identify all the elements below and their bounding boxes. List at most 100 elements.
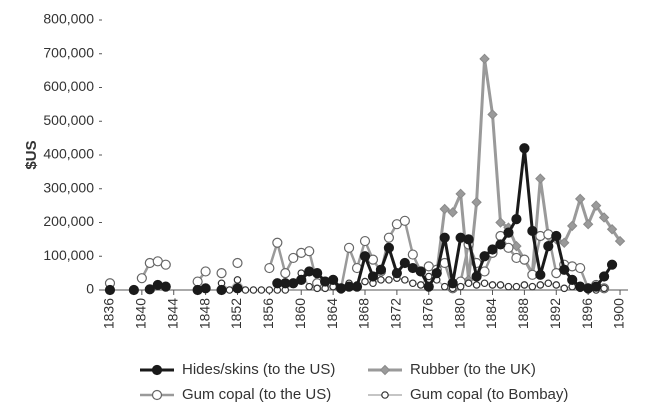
x-tick-label: 1864 (324, 298, 340, 329)
x-tick-label: 1860 (292, 298, 308, 329)
data-point (440, 282, 449, 291)
data-point (375, 264, 387, 275)
data-point (574, 193, 586, 205)
data-point (519, 254, 530, 265)
data-point (216, 284, 227, 296)
x-tick-label: 1884 (483, 298, 499, 329)
data-point (600, 284, 608, 293)
x-tick-label: 1876 (419, 298, 435, 329)
x-tick-label: 1868 (356, 298, 372, 329)
data-point (305, 282, 314, 291)
legend-marker (151, 389, 163, 401)
data-point (487, 109, 498, 120)
data-point (225, 286, 234, 294)
data-point (351, 281, 363, 292)
legend-label: Rubber (to the UK) (410, 361, 536, 378)
data-point (343, 242, 355, 253)
data-point (288, 252, 299, 264)
data-point (567, 274, 578, 285)
y-axis-label: $US (23, 140, 40, 169)
data-point (598, 212, 610, 223)
y-tick-label: 200,000 (43, 213, 94, 229)
data-point (200, 266, 211, 277)
x-tick-label: 1852 (228, 298, 244, 329)
data-point (528, 282, 537, 291)
y-tick-label: 600,000 (43, 78, 94, 94)
data-point (367, 271, 379, 282)
legend-label: Gum copal (to the US) (182, 386, 331, 403)
data-point (249, 286, 258, 294)
data-point (567, 220, 578, 232)
x-tick-label: 1840 (133, 298, 149, 329)
data-point (504, 282, 513, 291)
data-point (401, 276, 409, 284)
data-point (456, 282, 465, 291)
data-point (512, 282, 521, 291)
data-point (304, 246, 315, 257)
data-point (471, 197, 482, 208)
data-point (527, 225, 538, 237)
x-tick-label: 1880 (451, 298, 467, 329)
x-tick-label: 1856 (260, 298, 276, 329)
data-point (407, 249, 418, 260)
data-point (216, 268, 227, 279)
x-tick-label: 1844 (164, 298, 180, 329)
y-tick-label: 700,000 (43, 44, 94, 60)
x-tick-label: 1896 (579, 298, 595, 329)
x-tick-label: 1872 (388, 298, 404, 329)
data-point (535, 269, 546, 280)
data-point (439, 232, 450, 243)
y-tick-label: 300,000 (43, 179, 94, 195)
data-point (575, 262, 586, 274)
legend-marker (151, 364, 163, 376)
data-point (614, 235, 626, 247)
data-point (415, 266, 426, 277)
data-point (416, 281, 425, 289)
x-tick-label: 1900 (611, 298, 627, 329)
data-point (383, 242, 395, 253)
x-tick-label: 1836 (101, 298, 117, 329)
y-tick-label: 500,000 (43, 112, 94, 128)
x-tick-label: 1892 (547, 298, 563, 329)
legend-marker (379, 364, 391, 376)
data-point (511, 240, 522, 252)
data-point (590, 200, 602, 211)
data-point (495, 217, 506, 228)
data-point (495, 239, 506, 250)
x-tick-label: 1848 (196, 298, 212, 329)
data-point (544, 279, 553, 288)
data-point (488, 281, 497, 289)
data-point (241, 286, 250, 294)
data-point (385, 276, 393, 284)
data-point (264, 262, 275, 274)
data-point (439, 203, 450, 215)
data-point (160, 281, 171, 292)
legend-marker (381, 391, 389, 399)
data-point (559, 237, 570, 248)
data-point (551, 230, 562, 242)
data-point (144, 284, 155, 295)
data-point (519, 143, 530, 154)
y-tick-label: 0 (86, 281, 94, 297)
data-point (361, 277, 369, 286)
data-point (296, 274, 307, 285)
data-point (232, 283, 243, 294)
data-point (233, 276, 242, 284)
data-point (265, 286, 274, 294)
data-point (520, 281, 529, 289)
legend-label: Hides/skins (to the US) (182, 361, 335, 378)
data-point (399, 215, 410, 226)
data-point (480, 279, 489, 288)
data-point (192, 276, 203, 287)
data-point (359, 251, 371, 262)
data-point (280, 268, 291, 279)
data-point (552, 281, 561, 289)
data-point (313, 284, 321, 293)
data-point (472, 281, 481, 289)
data-point (511, 214, 522, 225)
data-point (423, 281, 434, 292)
data-point (328, 274, 339, 285)
data-point (431, 268, 442, 279)
data-point (272, 237, 283, 248)
